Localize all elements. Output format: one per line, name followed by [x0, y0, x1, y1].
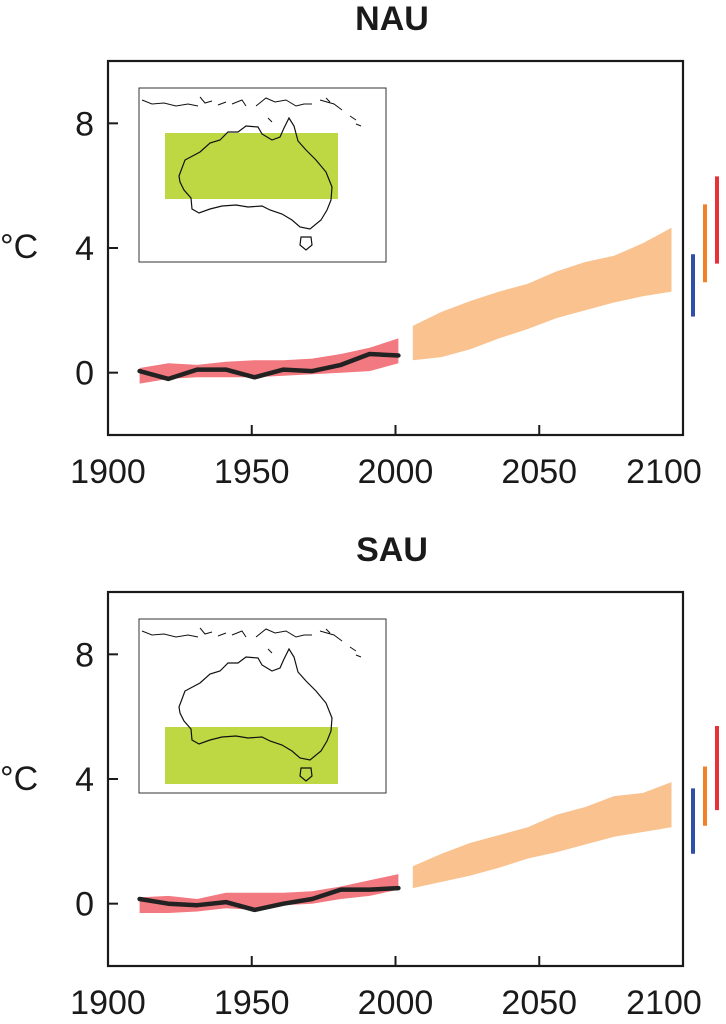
y-tick-label: 0: [75, 886, 94, 924]
y-tick-label: 8: [75, 105, 94, 143]
y-axis-ticks: 0 4 8: [75, 636, 118, 924]
inset-map: [138, 618, 387, 794]
y-tick-label: 0: [75, 355, 94, 393]
projection-band: [412, 782, 672, 889]
coastline-north: [141, 96, 362, 127]
x-tick-label: 1950: [214, 453, 290, 491]
plot-area: [137, 227, 672, 384]
observed-range-band: [139, 338, 399, 384]
x-axis-ticks: 1900 1950 2000 2050 2100: [70, 956, 702, 1022]
panel-nau: NAU °C 1900 1950 2000 2050 2100 0 4 8: [0, 0, 719, 491]
region-highlight: [165, 133, 338, 199]
australia-outline: [178, 647, 333, 761]
x-tick-label: 1900: [70, 984, 146, 1022]
projection-band: [412, 227, 672, 361]
x-tick-label: 2100: [626, 984, 702, 1022]
y-tick-label: 4: [75, 230, 94, 268]
x-axis-ticks: 1900 1950 2000 2050 2100: [70, 425, 702, 491]
chart-title: NAU: [355, 0, 429, 38]
australia-outline: [178, 116, 333, 230]
plot-area: [137, 782, 672, 913]
x-tick-label: 1950: [214, 984, 290, 1022]
observed-series-line: [137, 351, 401, 382]
x-tick-label: 2100: [626, 453, 702, 491]
tasmania-outline: [299, 236, 313, 251]
x-tick-label: 1900: [70, 453, 146, 491]
x-tick-label: 2050: [501, 984, 577, 1022]
coastline-north: [141, 627, 362, 658]
range-bars: [691, 176, 719, 317]
region-highlight: [165, 727, 338, 784]
y-axis-label: °C: [0, 760, 38, 798]
x-tick-label: 2000: [358, 984, 434, 1022]
y-tick-label: 4: [75, 761, 94, 799]
observed-series-line: [137, 885, 401, 913]
y-tick-label: 8: [75, 636, 94, 674]
x-tick-label: 2000: [358, 453, 434, 491]
x-tick-label: 2050: [501, 453, 577, 491]
tasmania-outline: [299, 767, 313, 782]
chart-title: SAU: [356, 531, 428, 569]
y-axis-label: °C: [0, 228, 38, 266]
range-bars: [691, 726, 719, 854]
panel-sau: SAU °C 1900 1950 2000 2050 2100 0 4 8: [0, 531, 719, 1022]
y-axis-ticks: 0 4 8: [75, 105, 118, 393]
inset-map: [138, 87, 387, 263]
